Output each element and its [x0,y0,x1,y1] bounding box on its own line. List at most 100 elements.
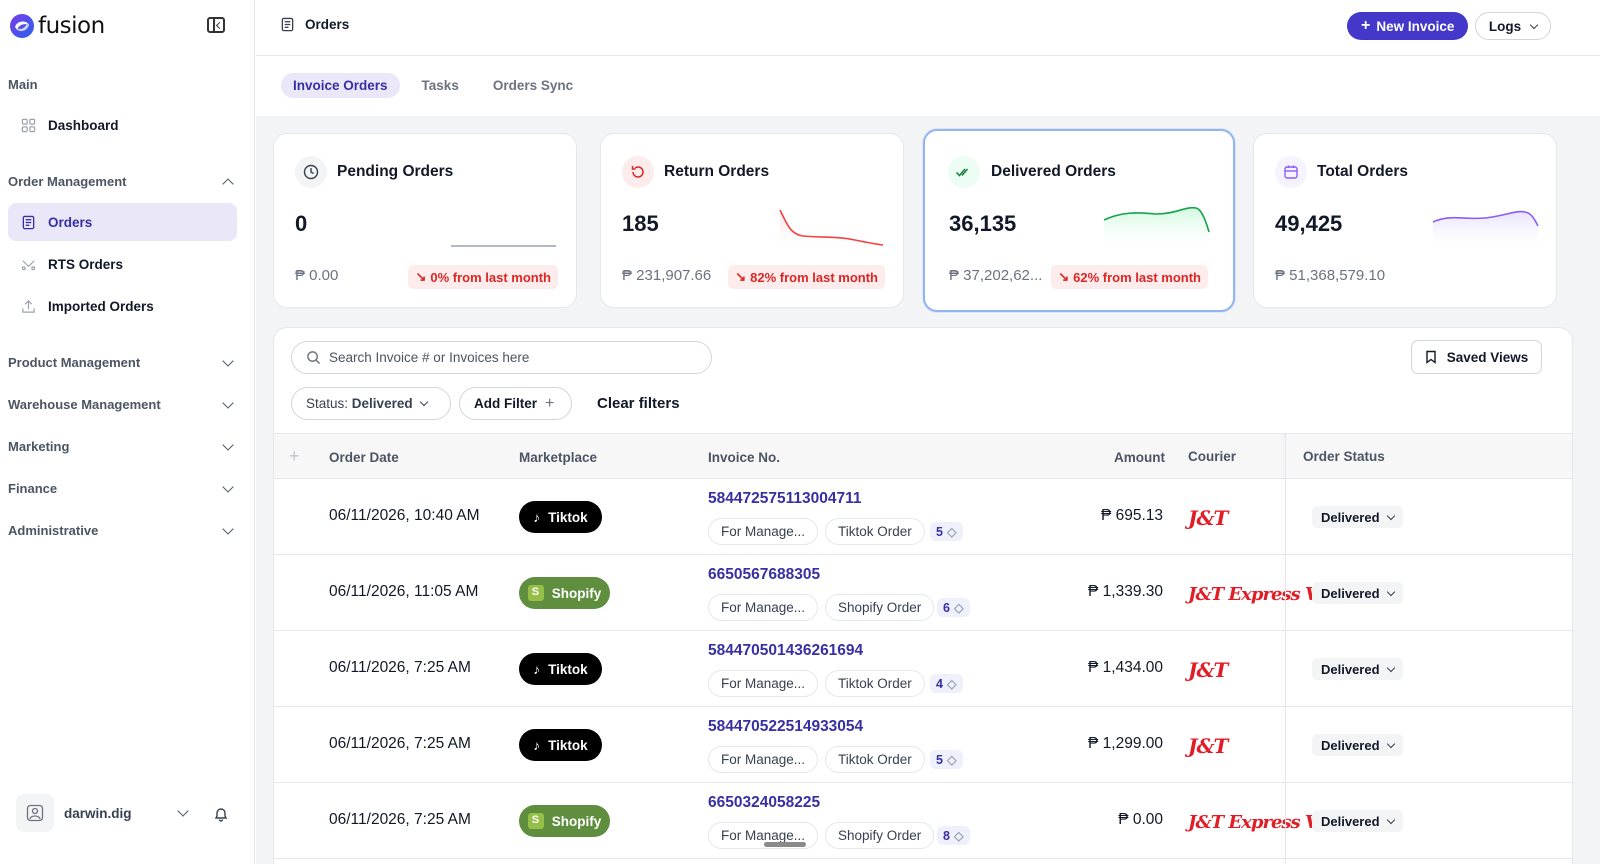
sidebar-item-label: Dashboard [48,117,119,133]
invoice-link[interactable]: 584472575113004711 [708,490,862,507]
invoice-link[interactable]: 584470522514933054 [708,718,864,735]
tab-invoice-orders[interactable]: Invoice Orders [281,73,400,98]
add-filter-button[interactable]: Add Filter + [459,387,572,420]
tag-count[interactable]: 5 ◇ [930,750,963,769]
tag-chip[interactable]: Tiktok Order [825,518,925,545]
invoice-link[interactable]: 6650567688305 [708,566,821,583]
sidebar-group-finance[interactable]: Finance [8,480,237,496]
order-date: 06/11/2026, 7:25 AM [329,811,471,828]
tag-chip[interactable]: For Manage... [708,746,819,773]
amount: ₱ 1,339.30 [1088,583,1163,600]
new-invoice-button[interactable]: + New Invoice [1347,12,1469,40]
double-check-icon [948,156,980,188]
tag-chip[interactable]: Tiktok Order [825,746,925,773]
saved-views-label: Saved Views [1446,349,1529,365]
app-logo[interactable]: fusion [8,12,105,40]
logs-button[interactable]: Logs [1475,12,1551,40]
tag-chip[interactable]: For Manage... [708,822,819,849]
sidebar-item-imported-orders[interactable]: Imported Orders [8,287,237,325]
tag-chip[interactable]: For Manage... [708,670,819,697]
trend-badge: ↘ 82% from last month [728,265,885,289]
stat-card-return[interactable]: Return Orders 185 ₱ 231,907.66 ↘ 82% fro… [600,133,904,308]
column-header[interactable]: Courier [1188,449,1237,464]
column-header[interactable]: Order Status [1303,449,1385,464]
arrow-down-right-icon: ↘ [415,269,427,284]
table-row[interactable]: 06/11/2026, 7:25 AM ♪ Tiktok 58447050143… [274,631,1572,707]
search-box[interactable] [291,341,712,374]
chevron-down-icon [1386,511,1395,520]
horizontal-scrollbar[interactable] [764,842,806,847]
sidebar-group-warehouse-management[interactable]: Warehouse Management [8,396,237,412]
order-status-dropdown[interactable]: Delivered [1312,810,1403,832]
tag-chip[interactable]: For Manage... [708,518,819,545]
order-status-dropdown[interactable]: Delivered [1312,658,1403,680]
table-row[interactable]: 06/11/2026, 10:40 AM ♪ Tiktok 5844725751… [274,479,1572,555]
column-header[interactable]: Marketplace [519,450,598,465]
tag-count[interactable]: 8 ◇ [937,826,970,845]
tag-count[interactable]: 6 ◇ [937,598,970,617]
sidebar-group-administrative[interactable]: Administrative [8,522,237,538]
order-status-dropdown[interactable]: Delivered [1312,506,1403,528]
add-column-icon[interactable]: + [289,446,300,466]
sidebar-group-order-management[interactable]: Order Management [8,174,237,190]
tag-chip[interactable]: For Manage... [708,594,819,621]
status-filter[interactable]: Status: Delivered [291,387,451,420]
table-row[interactable]: 06/11/2026, 7:25 AM Shopify 665032405822… [274,783,1572,859]
invoice-link[interactable]: 584470501436261694 [708,642,864,659]
column-header[interactable]: Amount [1114,450,1165,465]
tag-count[interactable]: 5 ◇ [930,522,963,541]
chevron-down-icon[interactable] [177,805,189,817]
bookmark-icon [1426,350,1436,364]
sidebar-group-marketing[interactable]: Marketing [8,438,237,454]
table-row[interactable]: 06/11/2026, 7:25 AM ♪ Tiktok 58447052251… [274,707,1572,783]
table-row[interactable]: 06/11/2026, 11:05 AM Shopify 66505676883… [274,555,1572,631]
status-label: Delivered [1321,509,1380,525]
marketplace-label: Tiktok [548,737,588,753]
sidebar-item-dashboard[interactable]: Dashboard [8,106,237,144]
invoice-link[interactable]: 6650324058225 [708,794,821,811]
column-header[interactable]: Invoice No. [708,450,781,465]
sticky-column-divider [1285,433,1286,864]
tag-chip[interactable]: Tiktok Order [825,670,925,697]
courier-logo: J&T Express VIP [1188,812,1339,833]
sidebar-item-rts-orders[interactable]: RTS Orders [8,245,237,283]
tag-chip[interactable]: Shopify Order [825,822,935,849]
column-header[interactable]: Order Date [329,450,399,465]
marketplace-badge: ♪ Tiktok [519,653,602,685]
tag-chip[interactable]: Shopify Order [825,594,935,621]
order-status-dropdown[interactable]: Delivered [1312,582,1403,604]
stat-card-total[interactable]: Total Orders 49,425 ₱ 51,368,579.10 [1253,133,1557,308]
orders-panel: Saved Views Status: Delivered Add Filter… [273,327,1573,864]
top-header: Orders + New Invoice Logs [256,0,1600,56]
courier-logo: J&T [1188,506,1228,530]
clear-filters-button[interactable]: Clear filters [597,395,680,412]
order-date: 06/11/2026, 11:05 AM [329,583,479,600]
saved-views-button[interactable]: Saved Views [1411,340,1542,374]
sidebar-group-label: Order Management [8,174,127,189]
tiktok-icon: ♪ [533,509,541,525]
order-status-dropdown[interactable]: Delivered [1312,734,1403,756]
bell-icon[interactable] [213,806,229,822]
sidebar-collapse-icon[interactable] [207,17,225,33]
user-menu[interactable]: darwin.dig [16,794,192,832]
stat-card-pending[interactable]: Pending Orders 0 ₱ 0.00 ↘ 0% from last m… [273,133,577,308]
sidebar-item-orders[interactable]: Orders [8,203,237,241]
amount: ₱ 1,299.00 [1088,735,1163,752]
tab-tasks[interactable]: Tasks [421,78,459,93]
stat-card-delivered[interactable]: Delivered Orders 36,135 ₱ 37,202,62... ↘… [923,129,1235,312]
avatar [16,794,54,832]
marketplace-badge: ♪ Tiktok [519,501,602,533]
card-value: 185 [622,211,659,236]
sidebar-group-product-management[interactable]: Product Management [8,354,237,370]
card-title: Delivered Orders [991,163,1116,180]
chevron-down-icon [222,354,234,367]
plus-icon: + [545,394,555,412]
sidebar-group-label: Product Management [8,355,141,370]
tab-orders-sync[interactable]: Orders Sync [492,78,574,93]
rts-icon [21,259,36,270]
tag-count-value: 5 [936,752,943,767]
tag-count-value: 4 [936,676,943,691]
search-input[interactable] [329,350,699,365]
tag-count[interactable]: 4 ◇ [930,674,963,693]
new-invoice-label: New Invoice [1376,18,1455,34]
